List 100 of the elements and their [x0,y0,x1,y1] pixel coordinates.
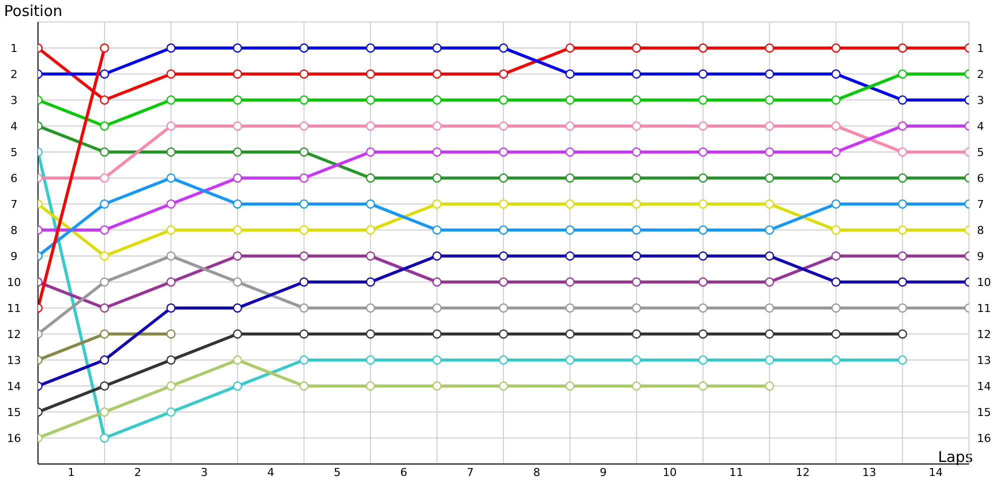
point [698,173,708,183]
point [100,173,110,183]
point [166,43,176,53]
point [764,225,774,235]
point [498,303,508,313]
point [565,355,575,365]
point [100,277,110,287]
y2-tick-label: 13 [977,354,991,367]
point [698,355,708,365]
point [498,69,508,79]
point [432,121,442,131]
x-tick-label: 13 [862,466,876,479]
point [764,121,774,131]
point [831,147,841,157]
point [299,199,309,209]
point [366,251,376,261]
point [565,121,575,131]
point [100,251,110,261]
point [432,225,442,235]
x-tick-label: 9 [600,466,607,479]
y-tick-label: 14 [7,380,21,393]
point [299,355,309,365]
point [565,381,575,391]
point [764,95,774,105]
point [698,147,708,157]
point [565,95,575,105]
point [698,251,708,261]
y-tick-label: 9 [10,250,18,263]
point [232,121,242,131]
y2-tick-label: 8 [977,224,984,237]
point [898,329,908,339]
point [632,329,642,339]
point [232,199,242,209]
point [232,43,242,53]
point [100,329,110,339]
point [898,147,908,157]
point [432,69,442,79]
point [299,225,309,235]
point [498,277,508,287]
point [698,225,708,235]
point [565,329,575,339]
y2-tick-label: 4 [977,120,984,133]
point [632,121,642,131]
x-tick-label: 10 [662,466,677,479]
y2-tick-label: 11 [977,302,991,315]
point [166,251,176,261]
point [100,199,110,209]
point [764,173,774,183]
point [166,407,176,417]
point [498,199,508,209]
point [698,381,708,391]
point [232,329,242,339]
point [698,95,708,105]
point [299,95,309,105]
point [898,173,908,183]
point [432,355,442,365]
point [299,69,309,79]
point [366,95,376,105]
x-tick-label: 1 [68,466,75,479]
point [632,355,642,365]
point [565,173,575,183]
y-tick-label: 15 [7,406,21,419]
point [299,251,309,261]
point [831,251,841,261]
point [432,381,442,391]
y2-tick-label: 15 [977,406,991,419]
point [698,303,708,313]
y-tick-label: 6 [10,172,18,185]
point [100,407,110,417]
point [366,355,376,365]
point [366,199,376,209]
point [764,329,774,339]
x-tick-label: 3 [200,466,208,479]
point [632,43,642,53]
point [166,277,176,287]
point [898,121,908,131]
point [764,69,774,79]
y2-tick-label: 6 [977,172,984,185]
point [498,225,508,235]
point [831,69,841,79]
point [831,199,841,209]
point [232,381,242,391]
point [831,95,841,105]
point [698,329,708,339]
point [565,147,575,157]
point [831,43,841,53]
point [831,329,841,339]
point [632,199,642,209]
point [432,277,442,287]
point [366,173,376,183]
point [299,173,309,183]
x-tick-label: 5 [334,466,341,479]
y2-tick-label: 16 [977,432,991,445]
point [232,95,242,105]
point [366,303,376,313]
point [299,381,309,391]
point [100,303,110,313]
point [831,121,841,131]
point [632,69,642,79]
point [432,43,442,53]
